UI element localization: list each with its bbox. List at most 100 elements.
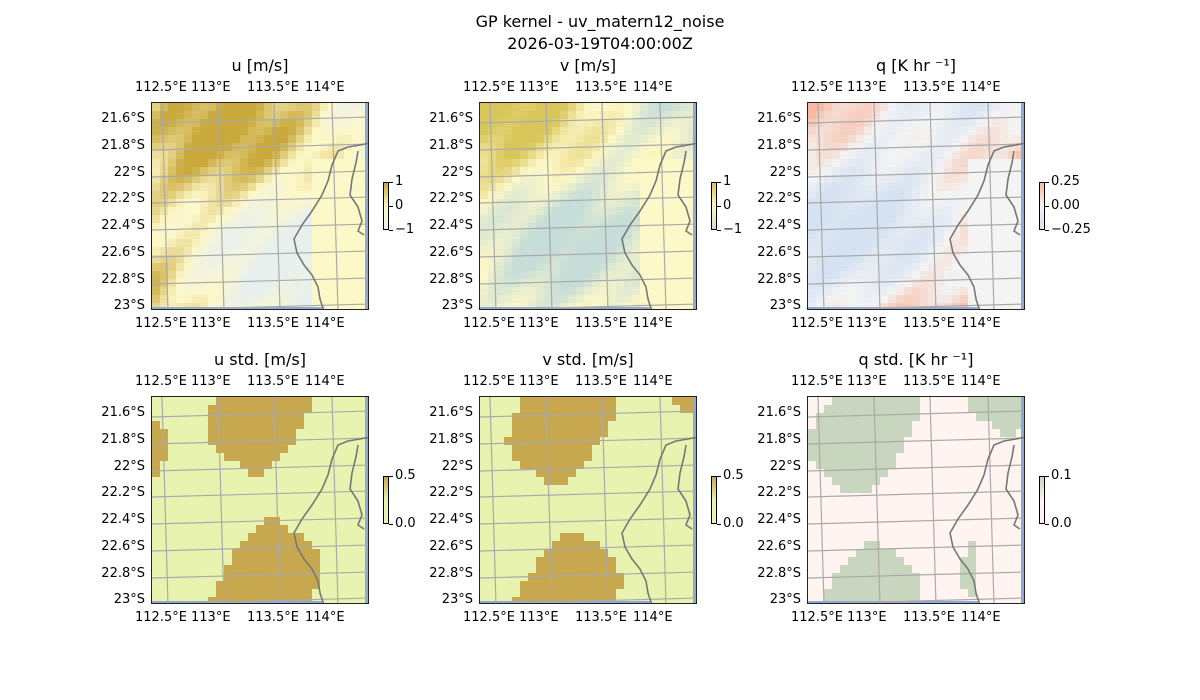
field-cell [280,493,289,502]
field-cell [496,103,505,112]
field-cell [656,255,665,264]
field-cell [336,111,345,120]
field-cell [952,183,961,192]
field-cell [952,295,961,304]
field-cell [224,437,233,446]
field-cell [352,103,361,112]
field-cell [344,405,353,414]
field-cell [1024,295,1025,304]
field-cell [936,453,945,462]
field-cell [640,175,649,184]
field-cell [168,485,177,494]
parallel-line [808,571,1024,579]
field-cell [152,517,161,526]
field-cell [552,541,561,550]
field-cell [912,207,921,216]
field-cell [208,263,217,272]
field-cell [256,429,265,438]
field-cell [368,581,369,590]
field-cell [856,477,865,486]
field-cell [536,183,545,192]
field-cell [512,405,521,414]
field-cell [624,215,633,224]
field-cell [632,167,641,176]
field-cell [984,247,993,256]
field-cell [864,279,873,288]
field-cell [624,493,633,502]
lon-tick-label: 113°E [519,316,559,331]
field-cell [528,533,537,542]
field-cell [152,549,161,558]
field-cell [1008,111,1017,120]
field-cell [352,287,361,296]
field-cell [368,501,369,510]
field-cell [232,215,241,224]
field-cell [496,215,505,224]
parallel-line [494,597,696,603]
field-cell [912,597,921,603]
field-cell [576,239,585,248]
field-cell [520,565,529,574]
field-cell [480,111,489,120]
field-cell [552,485,561,494]
ocean-edge [1021,103,1024,309]
field-cell [336,557,345,566]
field-cell [960,151,969,160]
field-cell [824,263,833,272]
field-cell [680,429,689,438]
field-cell [352,397,361,406]
field-cell [200,493,209,502]
field-cell [640,517,649,526]
field-cell [240,565,249,574]
field-cell [840,517,849,526]
field-cell [184,549,193,558]
field-cell [536,573,545,582]
field-cell [360,263,368,272]
lat-tick-label: 22.2°S [757,191,801,206]
field-cell [184,151,193,160]
field-cell [856,517,865,526]
field-cell [624,127,633,136]
field-cell [832,143,841,152]
field-cell [336,279,345,288]
field-cell [544,421,553,430]
field-cell [312,525,321,534]
field-cell [520,533,529,542]
field-cell [872,445,881,454]
field-cell [504,541,513,550]
field-cell [504,303,513,309]
field-cell [368,215,369,224]
field-cell [952,469,961,478]
field-cell [656,565,665,574]
field-cell [584,589,593,598]
field-cell [280,445,289,454]
map-field [480,397,696,603]
field-cell [888,271,897,280]
field-cell [904,303,913,309]
field-cell [368,541,369,550]
field-cell [1000,549,1009,558]
field-cell [304,429,313,438]
field-cell [352,557,361,566]
field-cell [216,541,225,550]
field-cell [912,541,921,550]
field-cell [992,469,1001,478]
field-cell [616,533,625,542]
colorbar-tick-label: 0.00 [1051,198,1080,213]
field-cell [320,533,329,542]
lat-tick-label: 23°S [441,298,473,313]
field-cell [920,421,929,430]
field-cell [312,111,321,120]
field-cell [664,143,673,152]
field-cell [488,509,497,518]
field-cell [600,445,609,454]
field-cell [992,445,1001,454]
field-cell [976,303,985,309]
field-cell [336,183,345,192]
field-cell [184,581,193,590]
field-cell [320,103,329,112]
field-cell [240,215,249,224]
field-cell [488,215,497,224]
field-cell [168,199,177,208]
field-cell [536,485,545,494]
